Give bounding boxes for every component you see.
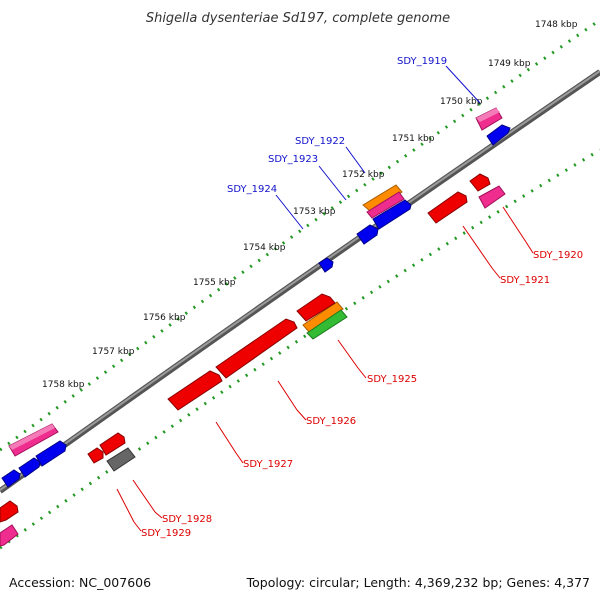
kbp-tick-label: 1757 kbp [92,347,135,357]
kbp-tick-label: 1748 kbp [535,20,578,30]
gene-forward-magenta-left[interactable] [8,423,59,457]
gene-sdy-1927[interactable] [167,318,298,411]
gene-sdy-1920[interactable] [478,185,506,209]
reverse-leader-lines [116,206,534,532]
gene-sdy-1921[interactable] [427,191,468,224]
gene-sdy-1928[interactable] [106,447,136,472]
gene-sdy-1924[interactable] [356,224,379,245]
genome-backbone-highlight [0,70,600,491]
gene-label-forward: SDY_1919 [397,56,447,67]
forward-leader-lines [275,65,481,230]
outer-tick-track [0,18,600,452]
gene-label-forward: SDY_1924 [227,184,277,195]
kbp-tick-label: 1754 kbp [243,243,286,253]
kbp-tick-label: 1750 kbp [440,97,483,107]
kbp-tick-label: 1753 kbp [293,207,336,217]
kbp-tick-label: 1751 kbp [392,134,435,144]
gene-label-forward: SDY_1922 [295,136,345,147]
gene-label-reverse: SDY_1929 [141,528,191,539]
gene-label-reverse: SDY_1928 [162,514,212,525]
gene-forward-blue-small[interactable] [318,257,334,273]
gene-sdy-1925[interactable] [302,301,348,340]
gene-sdy-1922[interactable] [362,184,405,219]
kbp-tick-label: 1752 kbp [342,170,385,180]
gene-label-reverse: SDY_1926 [306,416,356,427]
kbp-tick-label: 1749 kbp [488,59,531,69]
gene-sdy-1929[interactable] [87,432,126,464]
gene-forward-blue-left-b[interactable] [18,457,41,478]
gene-sdy-1926[interactable] [296,293,336,322]
genome-summary-text: Topology: circular; Length: 4,369,232 bp… [246,575,590,590]
gene-label-reverse: SDY_1921 [500,275,550,286]
map-title: Shigella dysenteriae Sd197, complete gen… [146,11,450,26]
accession-text: Accession: NC_007606 [9,575,151,590]
gene-reverse-left-edge[interactable] [0,500,19,547]
gene-sdy-1919[interactable] [475,107,503,131]
gene-forward-blue-left-a[interactable] [35,440,67,467]
kbp-tick-label: 1755 kbp [193,278,236,288]
gene-label-reverse: SDY_1927 [243,459,293,470]
gene-sdy-1923[interactable] [372,199,412,230]
kbp-tick-label: 1758 kbp [42,380,85,390]
gene-forward-blue[interactable] [486,124,511,146]
gene-forward-blue-left-c[interactable] [1,469,21,488]
gene-label-forward: SDY_1923 [268,154,318,165]
gene-reverse-red-small[interactable] [469,173,491,192]
gene-label-reverse: SDY_1920 [533,250,583,261]
gene-label-reverse: SDY_1925 [367,374,417,385]
kbp-tick-label: 1756 kbp [143,313,186,323]
